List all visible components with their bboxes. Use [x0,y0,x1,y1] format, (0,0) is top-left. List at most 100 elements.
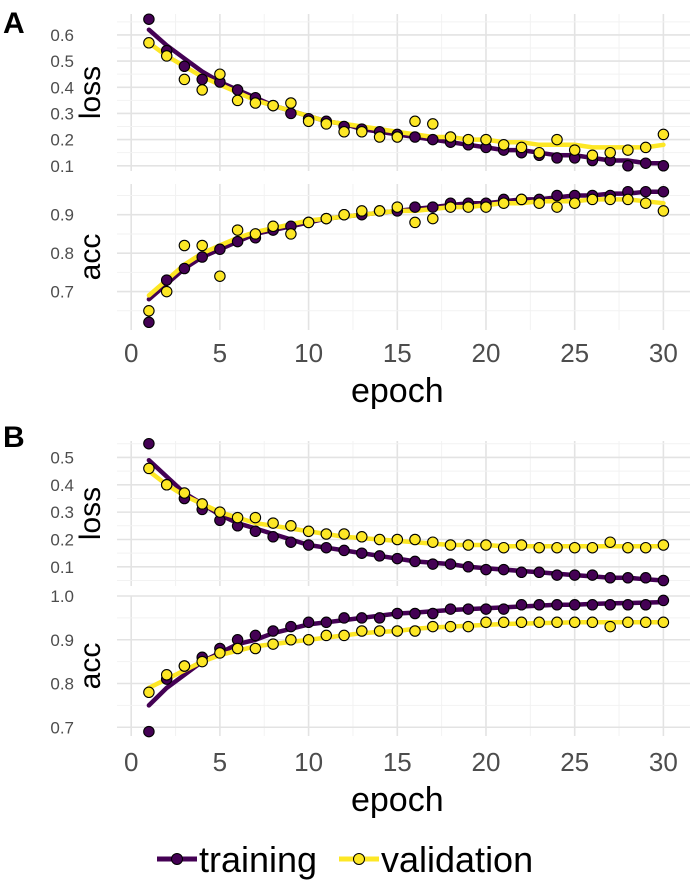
point-validation-a-acc [462,201,475,213]
point-training-b-acc [373,612,386,624]
point-validation-a-acc [568,197,581,209]
point-validation-b-acc [622,616,634,629]
xtick-label-a: 0 [124,338,138,368]
point-validation-b-loss [533,541,545,554]
point-validation-a-loss [143,37,155,49]
point-validation-a-loss [568,144,581,156]
point-validation-a-loss [178,73,191,86]
point-training-b-acc [604,599,616,611]
point-training-b-acc [568,599,581,611]
point-validation-b-loss [214,506,226,518]
xtick-label-b: 5 [213,747,227,777]
legend-validation-label: validation [381,839,533,880]
point-validation-b-loss [515,539,528,551]
point-validation-a-loss [373,131,386,143]
point-validation-b-acc [480,616,492,629]
point-validation-b-acc [160,669,173,681]
point-validation-a-loss [285,97,297,109]
point-validation-b-loss [338,528,350,540]
point-training-a-acc [160,274,173,286]
xtick-label-a: 10 [294,338,323,368]
point-validation-a-acc [338,208,350,221]
point-validation-b-loss [160,479,173,491]
fit-line-validation-b-loss [146,468,666,549]
point-training-b-loss [515,566,528,579]
point-training-b-loss [657,574,670,587]
point-validation-b-loss [391,533,404,546]
point-training-a-acc [231,235,244,248]
point-validation-a-loss [639,141,652,154]
point-validation-a-loss [480,133,492,146]
point-training-b-loss [586,569,599,581]
point-training-a-acc [427,201,439,213]
point-training-b-loss [639,572,652,584]
point-validation-a-acc [285,228,297,240]
point-validation-a-loss [551,133,563,146]
ytick-label-b-loss: 0.1 [50,558,74,577]
point-training-a-loss [178,60,191,73]
xtick-label-a: 30 [649,338,678,368]
point-validation-b-loss [604,536,616,548]
fit-line-training-b-loss [146,457,666,583]
point-validation-a-loss [515,141,528,154]
point-training-a-loss [427,133,439,146]
point-training-b-acc [143,725,155,738]
point-training-b-acc [622,599,634,611]
fit-line-training-a-loss [146,27,666,166]
point-validation-a-loss [231,94,244,107]
point-validation-a-acc [196,239,208,252]
point-validation-a-acc [143,305,155,317]
xtick-label-b: 20 [472,747,501,777]
point-training-a-acc [143,316,155,329]
point-training-b-acc [338,612,350,624]
point-training-b-acc [427,607,439,620]
point-training-b-loss [462,561,475,573]
point-validation-b-acc [320,629,333,642]
facet-label-a-loss: loss [74,66,107,119]
point-validation-a-acc [551,201,563,213]
ytick-label-a-loss: 0.2 [50,131,74,150]
point-training-a-loss [622,160,634,172]
point-training-a-acc [409,201,421,213]
point-validation-b-loss [231,511,244,524]
xtick-label-a: 25 [560,338,589,368]
point-training-a-loss [551,152,563,164]
point-validation-b-acc [391,625,404,637]
point-training-a-loss [231,84,244,96]
point-validation-a-loss [497,139,510,151]
point-training-b-acc [551,599,563,611]
point-validation-a-loss [320,118,333,130]
point-training-b-loss [427,558,439,570]
point-validation-a-acc [391,201,404,213]
point-training-b-acc [657,594,670,607]
ytick-label-a-loss: 0.3 [50,104,74,123]
point-validation-b-loss [427,536,439,548]
point-validation-b-loss [249,511,262,524]
point-training-b-acc [302,616,315,629]
point-training-b-acc [462,603,475,615]
ytick-label-b-loss: 0.5 [50,448,74,467]
point-validation-a-loss [604,146,616,159]
point-training-a-loss [285,107,297,120]
point-validation-b-loss [444,539,457,551]
point-validation-a-loss [267,99,279,112]
point-training-a-loss [196,73,208,86]
point-training-a-loss [639,157,652,169]
point-training-b-acc [285,620,297,633]
point-validation-b-acc [267,638,279,650]
point-training-b-loss [497,563,510,576]
point-validation-a-loss [427,118,439,130]
point-validation-b-loss [586,541,599,554]
point-validation-b-loss [622,541,634,554]
point-training-b-acc [409,607,421,620]
ytick-label-a-acc: 0.9 [50,206,74,225]
point-training-b-loss [143,437,155,450]
point-validation-b-loss [267,517,279,529]
x-axis-label-a: epoch [351,372,444,410]
ytick-label-a-loss: 0.6 [50,26,74,45]
point-validation-a-acc [497,197,510,209]
point-validation-b-loss [302,525,315,538]
point-validation-b-acc [356,625,368,637]
point-training-b-acc [444,603,457,615]
facet-label-b-acc: acc [74,643,107,690]
